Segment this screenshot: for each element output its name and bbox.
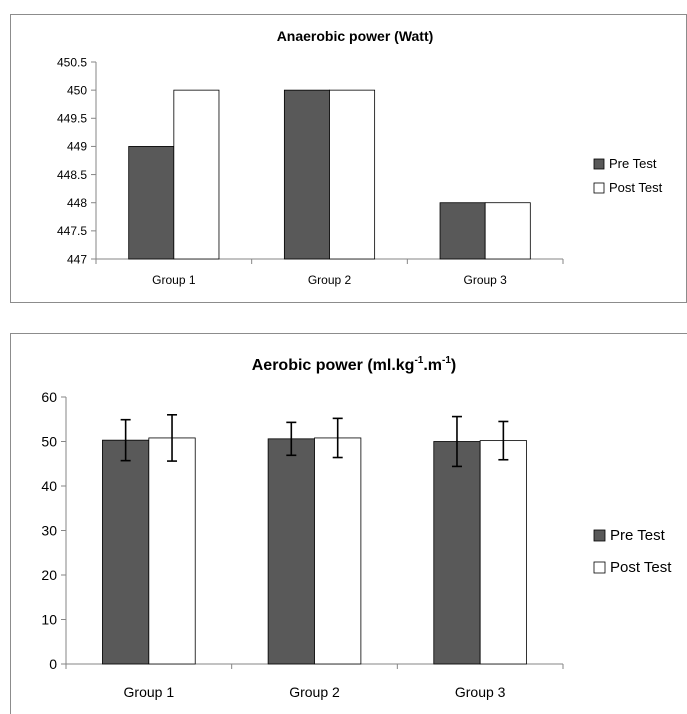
chart1-bars: [128, 89, 531, 260]
chart1-bar: [283, 89, 330, 260]
chart1-axes: 447 447.5 448 448.5 449 449.5 450 450.5 Group 1 G…: [57, 55, 564, 287]
chart1-x-tick-label: Group 3: [463, 273, 507, 287]
chart1-bar: [439, 202, 486, 260]
legend-label: Pre Test: [609, 156, 657, 171]
chart1-y-tick-label: 449.5: [57, 112, 87, 126]
chart1-bar: [173, 89, 220, 260]
chart1-bar: [128, 146, 175, 260]
chart1-y-tick-label: 450: [67, 83, 87, 97]
chart1-x-tick-label: Group 2: [308, 273, 352, 287]
chart1-y-tick-label: 447: [67, 252, 87, 266]
chart1-y-tick-label: 448.5: [57, 168, 87, 182]
chart1-y-tick-label: 449: [67, 140, 87, 154]
chart1-legend: Pre Test Post Test: [593, 156, 663, 195]
chart1-bar: [329, 89, 376, 260]
legend-label: Post Test: [609, 180, 663, 195]
chart1-title: Anaerobic power (Watt): [277, 28, 434, 44]
chart1-y-tick-label: 448: [67, 196, 87, 210]
chart1-y-tick-label: 450.5: [57, 55, 87, 69]
legend-swatch: [593, 158, 605, 170]
chart1-x-tick-label: Group 1: [152, 273, 196, 287]
legend-swatch: [593, 182, 605, 194]
chart1-bar: [484, 202, 531, 260]
chart1-y-tick-label: 447.5: [57, 224, 87, 238]
